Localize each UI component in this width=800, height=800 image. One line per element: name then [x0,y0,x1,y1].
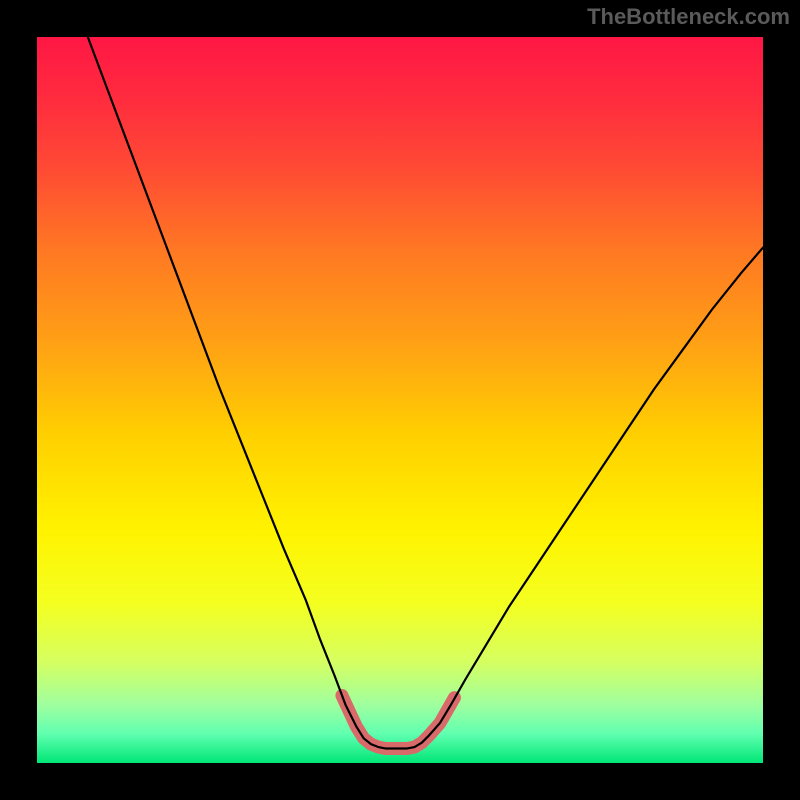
chart-container: TheBottleneck.com [0,0,800,800]
plot-area [37,37,763,763]
bottleneck-curve-chart [0,0,800,800]
watermark-text: TheBottleneck.com [587,4,790,30]
